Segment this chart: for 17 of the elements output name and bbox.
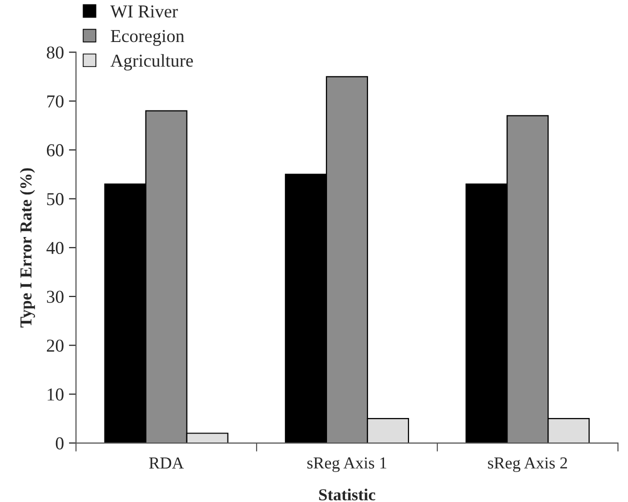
legend-label: Agriculture	[110, 54, 193, 71]
x-tick-label: RDA	[149, 457, 184, 469]
y-tick-label: 0	[56, 437, 64, 450]
y-axis-title: Type I Error Rate (%)	[20, 168, 36, 328]
y-tick-label: 50	[47, 193, 64, 206]
x-axis-title: Statistic	[319, 488, 376, 500]
y-tick-label: 20	[46, 340, 64, 352]
y-tick-label: 30	[46, 290, 64, 303]
y-tick-label: 60	[46, 144, 64, 156]
x-tick-label: sReg Axis 2	[488, 457, 567, 472]
y-tick-label: 80	[46, 46, 64, 59]
y-tick-label: 10	[48, 388, 64, 401]
legend-label: WI River	[110, 5, 178, 18]
legend-label: Ecoregion	[110, 30, 184, 46]
x-tick-label: sReg Axis 1	[307, 457, 386, 472]
y-tick-label: 40	[46, 242, 64, 254]
y-tick-label: 70	[47, 95, 64, 108]
